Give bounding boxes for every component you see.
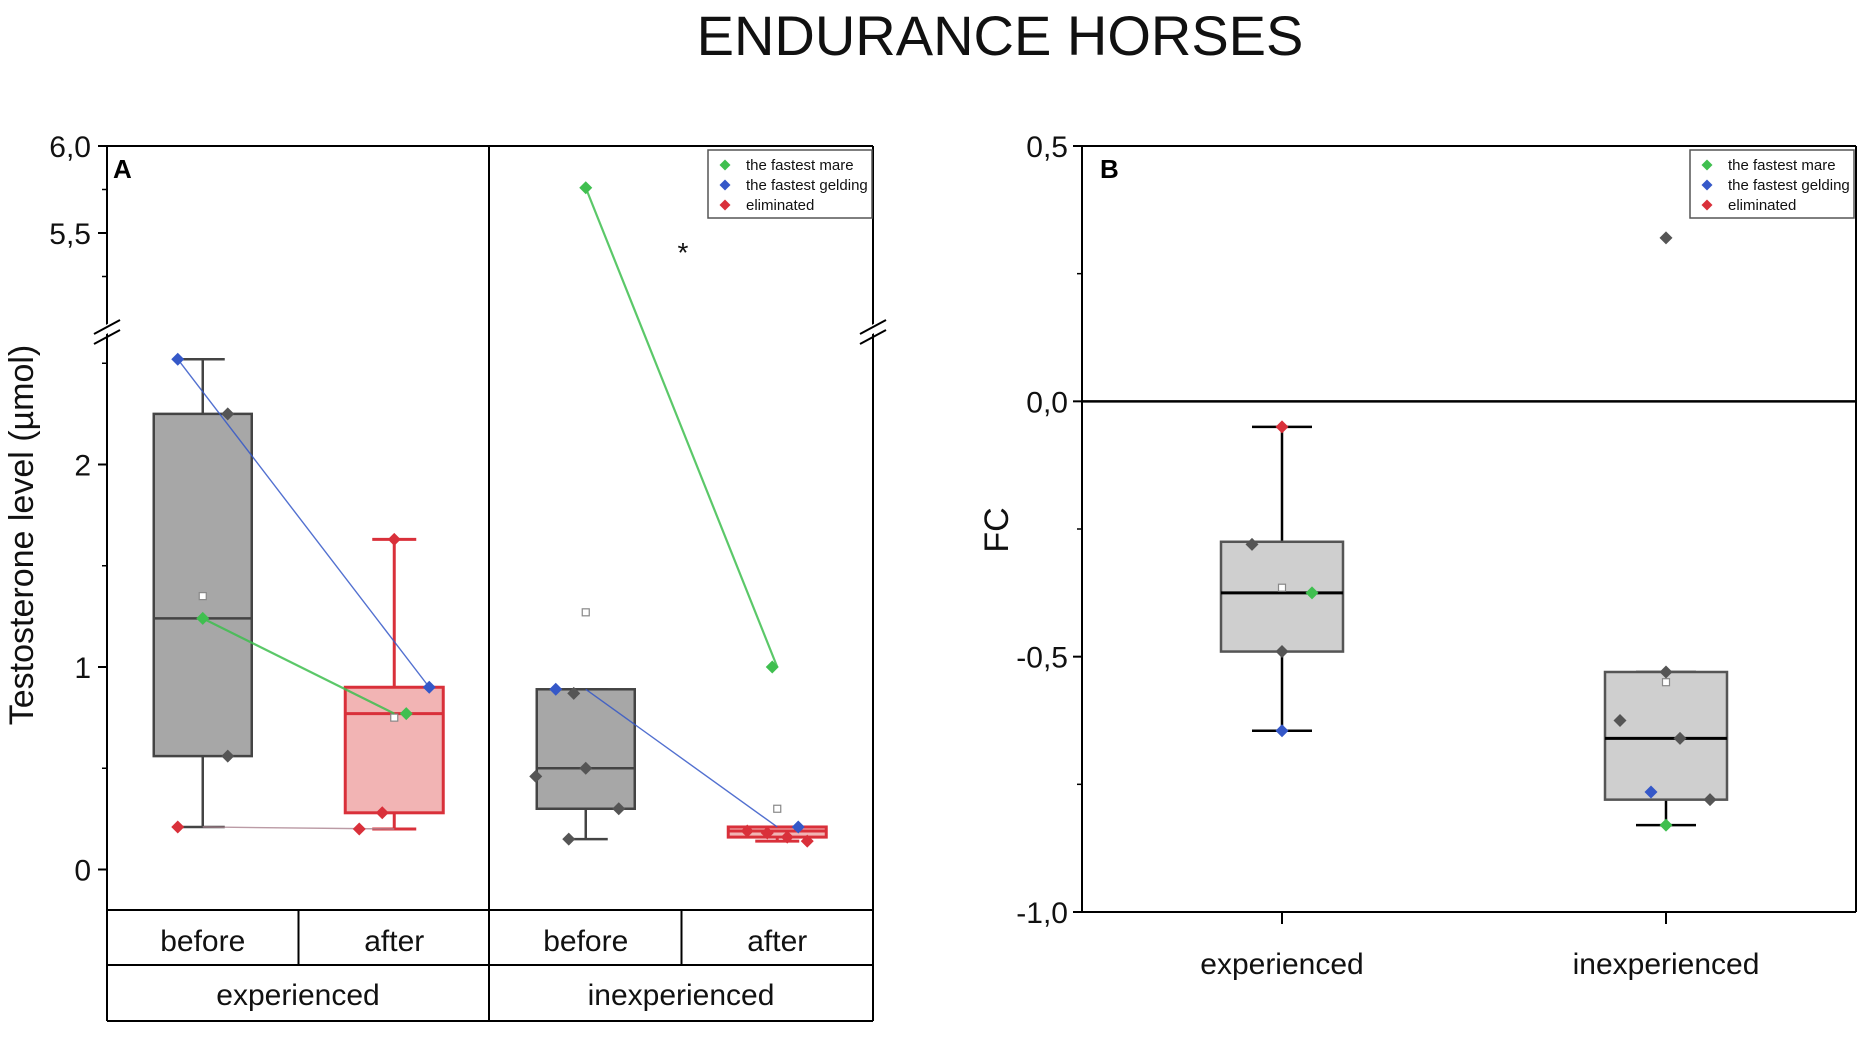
mean-marker (198, 592, 207, 601)
data-point-other (1245, 537, 1259, 551)
data-point-other (562, 832, 576, 846)
panel-b-legend (1689, 149, 1855, 219)
panel-a: A Testosterone level (µmol) * 0 1 2 5,5 6,0 b… (3, 131, 888, 1022)
box (1219, 540, 1345, 653)
mean-marker (773, 804, 782, 813)
legend-label: eliminated (746, 197, 814, 214)
data-point-mare (196, 611, 210, 625)
y-tick-label: -1,0 (1016, 897, 1068, 930)
panel-a-legend (707, 149, 873, 219)
legend-label: the fastest mare (1728, 157, 1836, 174)
mean-marker (390, 713, 399, 722)
axis-break-mark (93, 319, 121, 335)
panel-a-y-axis-label: Testosterone level (µmol) (3, 345, 41, 726)
data-point-other (1703, 793, 1717, 807)
data-point-gelding (171, 352, 185, 366)
legend-marker-gelding (1701, 179, 1713, 191)
legend-marker-mare (1701, 159, 1713, 171)
panel-a-annotation-star: * (678, 237, 689, 268)
data-point-other (221, 749, 235, 763)
x-label-time: after (364, 925, 424, 958)
y-tick-label: 0 (74, 855, 91, 888)
data-point-mare (399, 707, 413, 721)
x-label-time: before (160, 925, 245, 958)
y-tick-label: 2 (74, 450, 91, 483)
y-tick-label: 1 (74, 652, 91, 685)
data-point-gelding (1275, 724, 1289, 738)
data-point-other (1659, 231, 1673, 245)
legend-label: the fastest mare (746, 157, 854, 174)
x-label-group: inexperienced (588, 979, 775, 1012)
legend-marker-eliminated (719, 199, 731, 211)
y-tick-label: 0,5 (1026, 131, 1068, 164)
data-point-other (612, 802, 626, 816)
connection-line-gelding (177, 358, 430, 688)
data-point-other (1275, 645, 1289, 659)
connection-line-gelding (585, 688, 778, 828)
legend-marker-mare (719, 159, 731, 171)
data-point-eliminated (352, 822, 366, 836)
data-point-eliminated (171, 820, 185, 834)
panel-b-letter: B (1100, 154, 1119, 184)
connection-line-mare (202, 617, 395, 715)
connection-line-mare (584, 187, 779, 668)
data-point-other (1673, 731, 1687, 745)
legend-label: the fastest gelding (746, 177, 868, 194)
axis-break-mark (859, 329, 887, 345)
panel-a-letter: A (113, 154, 132, 184)
data-point-gelding (1644, 785, 1658, 799)
data-point-eliminated (375, 806, 389, 820)
data-point-other (579, 761, 593, 775)
x-label-time: after (747, 925, 807, 958)
x-tick-label: inexperienced (1573, 948, 1760, 981)
data-point-other (1613, 714, 1627, 727)
data-point-eliminated (760, 826, 774, 840)
data-point-mare (1305, 586, 1319, 600)
legend-marker-gelding (719, 179, 731, 191)
data-point-gelding (549, 682, 563, 696)
data-point-eliminated (800, 834, 814, 848)
mean-marker (1661, 678, 1671, 687)
y-tick-label: 5,5 (49, 218, 91, 251)
axis-break-gap (858, 318, 888, 340)
x-label-time: before (543, 925, 628, 958)
data-point-eliminated (740, 824, 754, 838)
data-point-eliminated (1275, 420, 1289, 434)
data-point-eliminated (387, 532, 401, 546)
data-point-mare (1659, 818, 1673, 832)
panel-b: B FC 0,5 0,0 -0,5 -1,0 experienced inexperien… (978, 131, 1857, 981)
legend-label: eliminated (1728, 197, 1796, 214)
mean-marker (1277, 583, 1287, 592)
data-point-gelding (791, 820, 805, 834)
box (1603, 670, 1729, 801)
y-tick-label: 0,0 (1026, 386, 1068, 419)
figure-title: ENDURANCE HORSES (697, 4, 1304, 67)
data-point-other (567, 686, 581, 700)
connection-line-eliminated (202, 826, 395, 830)
data-point-other (1659, 665, 1673, 679)
data-point-other (529, 769, 543, 783)
panel-b-y-axis-label: FC (978, 507, 1016, 552)
x-label-group: experienced (216, 979, 379, 1012)
box (152, 412, 253, 758)
y-tick-label: 6,0 (49, 131, 91, 164)
mean-marker (581, 608, 590, 617)
y-tick-label: -0,5 (1016, 642, 1068, 675)
box (343, 685, 445, 815)
axis-break-gap (92, 318, 122, 340)
data-point-other (221, 407, 235, 421)
legend-marker-eliminated (1701, 199, 1713, 211)
data-point-eliminated (780, 830, 794, 844)
data-point-mare (579, 181, 593, 195)
axis-break-mark (859, 319, 887, 335)
x-tick-label: experienced (1200, 948, 1363, 981)
data-point-gelding (422, 680, 436, 694)
legend-label: the fastest gelding (1728, 177, 1850, 194)
axis-break-mark (93, 329, 121, 345)
box (535, 688, 636, 811)
data-point-mare (765, 660, 779, 674)
